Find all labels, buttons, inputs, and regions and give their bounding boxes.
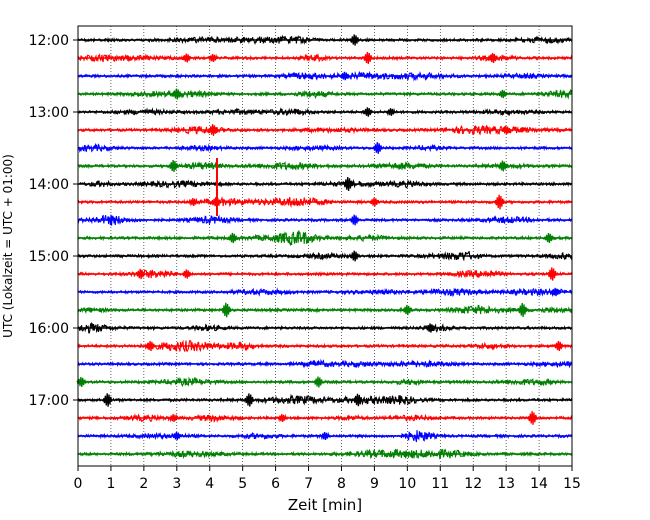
event-spike xyxy=(228,232,238,244)
event-spike xyxy=(343,176,353,192)
event-spike xyxy=(501,125,511,135)
event-spike xyxy=(425,323,436,333)
event-spike xyxy=(182,269,192,279)
event-spike xyxy=(211,196,222,208)
event-spike xyxy=(498,160,508,172)
event-spike xyxy=(320,431,330,441)
x-tick-label: 0 xyxy=(74,476,83,492)
event-spike xyxy=(182,53,192,63)
event-spike xyxy=(135,268,146,280)
x-tick-label: 14 xyxy=(530,476,548,492)
trace-1315 xyxy=(77,124,573,136)
event-spike xyxy=(349,34,360,46)
x-tick-label: 8 xyxy=(337,476,346,492)
event-spike xyxy=(363,107,373,117)
event-spike xyxy=(188,197,199,207)
trace-1445 xyxy=(77,230,573,247)
trace-1430 xyxy=(77,214,572,226)
y-tick-label: 14:00 xyxy=(29,177,69,193)
event-spike xyxy=(402,304,413,316)
trace-1700 xyxy=(77,393,573,407)
event-spike xyxy=(168,159,179,173)
x-tick-label: 13 xyxy=(497,476,515,492)
event-spike xyxy=(488,52,498,64)
x-tick-label: 12 xyxy=(464,476,482,492)
trace-1245 xyxy=(77,88,573,100)
event-spike xyxy=(349,250,360,262)
event-spike xyxy=(172,431,182,441)
seismic-traces xyxy=(76,34,573,460)
trace-1600 xyxy=(77,321,573,334)
event-spike xyxy=(340,71,350,81)
axes: 0 1 2 3 4 5 6 7 8 9 10 11 12 13 14 1512:0013:0014:0015:… xyxy=(29,25,581,492)
trace-1730 xyxy=(77,430,573,443)
trace-1515 xyxy=(77,267,573,281)
trace-1645 xyxy=(76,376,573,388)
event-spike xyxy=(208,53,218,63)
x-tick-label: 9 xyxy=(370,476,379,492)
trace-1230 xyxy=(77,70,573,82)
event-spike xyxy=(544,233,554,243)
event-spike xyxy=(313,376,324,388)
event-spike xyxy=(386,107,396,117)
event-spike xyxy=(172,88,182,100)
trace-1215 xyxy=(77,51,573,65)
x-tick-label: 6 xyxy=(271,476,280,492)
trace-1615 xyxy=(77,339,573,353)
event-spike xyxy=(102,393,113,407)
event-spike xyxy=(168,413,179,423)
y-tick-label: 15:00 xyxy=(29,249,69,265)
y-axis-label: UTC (Lokalzeit = UTC + 01:00) xyxy=(1,154,15,338)
trace-1300 xyxy=(77,106,573,117)
x-tick-label: 2 xyxy=(139,476,148,492)
trace-1745 xyxy=(77,448,573,460)
y-tick-label: 13:00 xyxy=(29,105,69,121)
event-spike xyxy=(547,267,557,281)
y-tick-label: 12:00 xyxy=(29,33,69,49)
x-tick-label: 3 xyxy=(172,476,181,492)
y-tick-label: 16:00 xyxy=(29,321,69,337)
event-spike xyxy=(349,214,360,226)
event-spike xyxy=(550,287,561,297)
trace-1500 xyxy=(77,250,573,262)
event-spike xyxy=(517,303,528,317)
event-spike xyxy=(494,194,505,210)
event-spike xyxy=(373,142,383,154)
event-spike xyxy=(363,51,373,65)
event-spike xyxy=(369,197,380,207)
event-spike xyxy=(145,340,156,352)
x-tick-label: 11 xyxy=(431,476,449,492)
trace-1345 xyxy=(77,159,573,173)
trace-1715 xyxy=(77,411,573,425)
trace-1415 xyxy=(77,194,572,210)
x-tick-label: 7 xyxy=(304,476,313,492)
event-spike xyxy=(527,411,538,425)
trace-1200 xyxy=(77,34,573,46)
event-spike xyxy=(353,393,363,407)
trace-1400 xyxy=(77,176,573,192)
y-tick-label: 17:00 xyxy=(29,393,69,409)
x-tick-label: 15 xyxy=(563,476,581,492)
event-spike xyxy=(244,393,255,407)
x-tick-label: 10 xyxy=(398,476,416,492)
event-spike xyxy=(498,89,508,99)
x-tick-label: 4 xyxy=(205,476,214,492)
x-tick-label: 5 xyxy=(238,476,247,492)
trace-1330 xyxy=(77,142,573,154)
trace-1545 xyxy=(77,302,573,318)
x-axis-label: Zeit [min] xyxy=(288,496,362,514)
event-spike xyxy=(208,124,218,136)
trace-1530 xyxy=(77,287,573,298)
event-spike xyxy=(277,413,287,423)
x-tick-label: 1 xyxy=(106,476,115,492)
plot-frame xyxy=(77,25,573,467)
event-spike xyxy=(221,302,231,318)
event-spike xyxy=(554,341,564,351)
trace-1630 xyxy=(77,358,573,369)
